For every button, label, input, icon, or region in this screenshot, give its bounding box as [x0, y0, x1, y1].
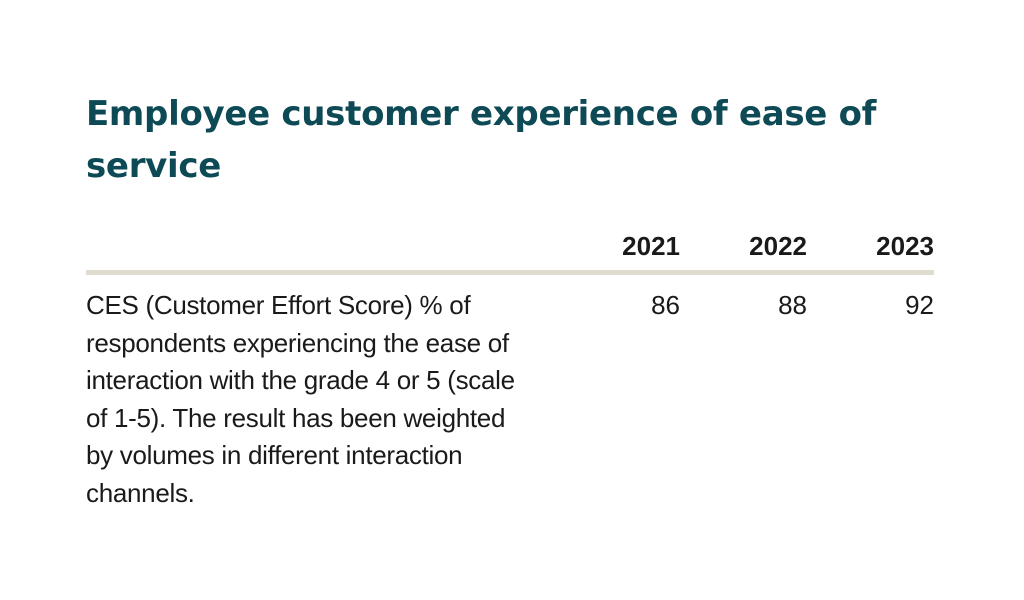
cell-2021: 86 — [651, 290, 680, 320]
table-header-row: 2021 2022 2023 — [86, 222, 934, 275]
column-header-2021: 2021 — [622, 231, 680, 261]
table-row: CES (Customer Effort Score) % of respond… — [86, 287, 934, 517]
cell-2022: 88 — [778, 290, 807, 320]
data-table: 2021 2022 2023 CES (Customer Effort Scor… — [86, 222, 934, 517]
cell-2023: 92 — [905, 290, 934, 320]
column-header-2022: 2022 — [749, 231, 807, 261]
row-label: CES (Customer Effort Score) % of respond… — [86, 290, 515, 508]
page-title: Employee customer experience of ease of … — [86, 94, 877, 186]
column-header-2023: 2023 — [876, 231, 934, 261]
